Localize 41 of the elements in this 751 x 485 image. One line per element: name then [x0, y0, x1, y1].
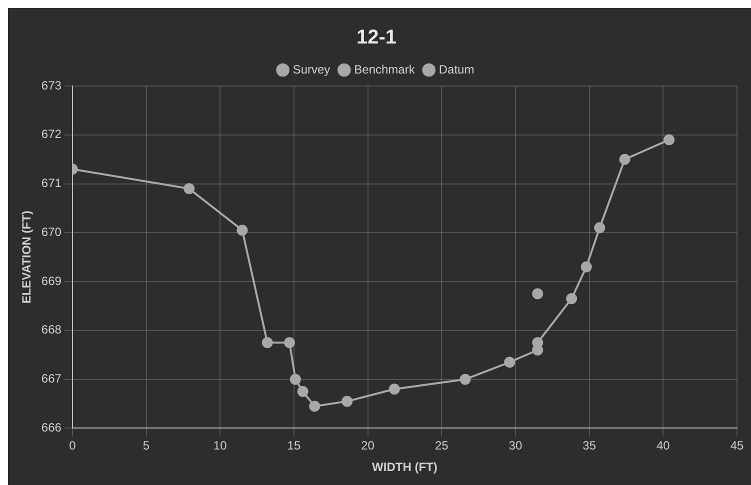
- y-axis-title: ELEVATION (FT): [20, 210, 34, 304]
- point: [619, 154, 630, 165]
- x-tick-label: 15: [287, 438, 301, 453]
- point: [460, 374, 471, 385]
- point: [580, 261, 592, 272]
- legend-label: Survey: [292, 62, 330, 76]
- point: [532, 288, 544, 300]
- x-tick-label: 45: [730, 438, 744, 453]
- chart-title: 12-1: [356, 26, 397, 49]
- x-tick-label: 20: [361, 438, 375, 453]
- y-tick-label: 668: [41, 322, 62, 337]
- point: [664, 134, 675, 146]
- legend-label: Datum: [438, 62, 474, 76]
- x-tick-label: 40: [656, 438, 670, 453]
- y-tick-label: 672: [41, 127, 62, 142]
- y-tick-label: 673: [41, 78, 62, 92]
- x-tick-label: 30: [508, 438, 522, 453]
- point: [388, 384, 400, 395]
- point: [309, 400, 320, 412]
- point: [504, 356, 516, 368]
- point: [566, 293, 578, 304]
- y-tick-label: 671: [41, 176, 62, 190]
- point: [184, 183, 195, 194]
- x-tick-label: 35: [582, 438, 596, 453]
- y-tick-label: 666: [41, 420, 62, 435]
- point: [290, 374, 301, 385]
- legend-label: Benchmark: [354, 62, 416, 76]
- x-tick-label: 0: [69, 438, 76, 453]
- y-tick-label: 667: [41, 372, 62, 386]
- point: [297, 386, 308, 398]
- point: [594, 222, 606, 234]
- x-tick-label: 25: [434, 438, 449, 453]
- y-tick-label: 669: [41, 274, 62, 288]
- point: [284, 337, 296, 348]
- point: [262, 337, 273, 348]
- x-axis-title: WIDTH (FT): [372, 460, 438, 474]
- point: [236, 224, 248, 236]
- y-tick-label: 670: [41, 224, 62, 239]
- point: [342, 396, 353, 407]
- x-tick-label: 10: [213, 438, 228, 453]
- x-tick-label: 5: [142, 438, 150, 453]
